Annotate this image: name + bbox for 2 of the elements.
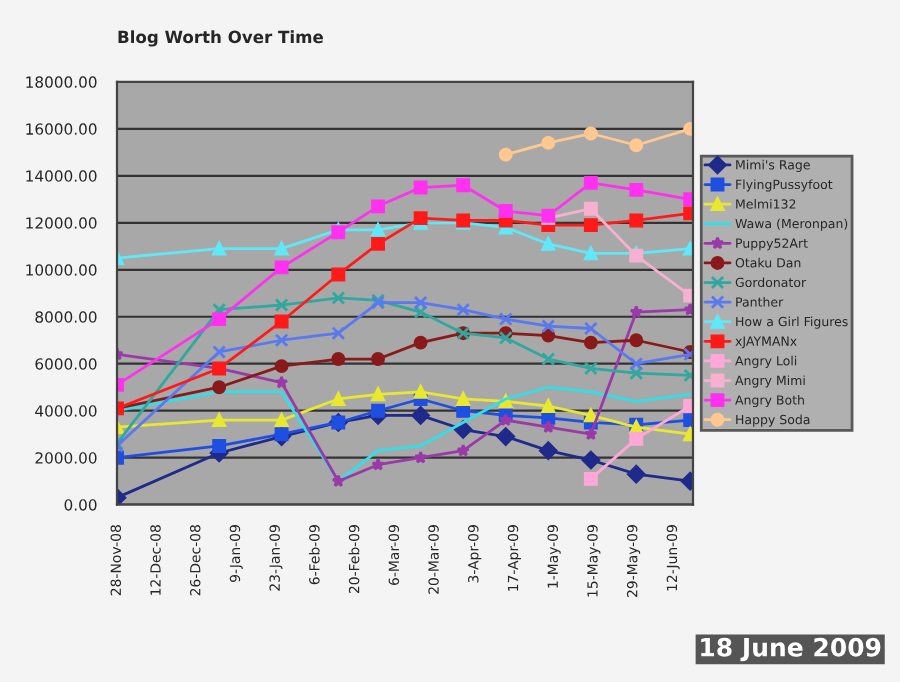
chart-title: Blog Worth Over Time xyxy=(118,30,323,47)
text: 18 June 2009 xyxy=(701,637,881,662)
